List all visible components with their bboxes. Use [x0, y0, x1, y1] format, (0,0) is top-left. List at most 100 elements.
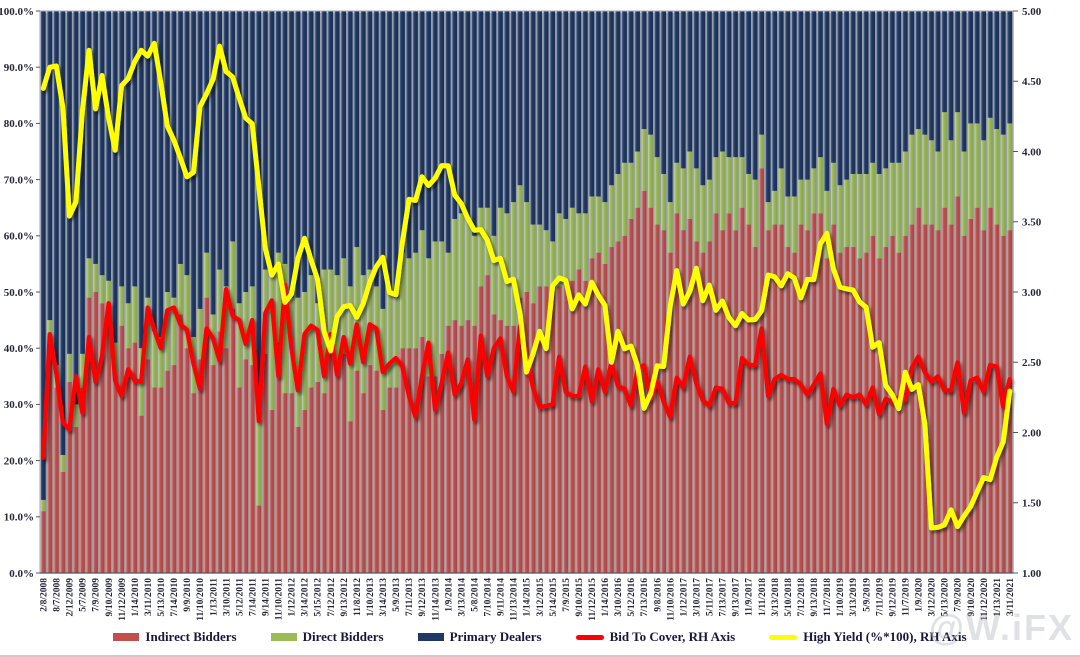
svg-text:11/10/2011: 11/10/2011 [275, 578, 285, 620]
svg-text:1/14/2015: 1/14/2015 [523, 578, 533, 617]
legend-label: High Yield (%*100), RH Axis [803, 629, 967, 644]
svg-text:80.0%: 80.0% [4, 118, 34, 130]
svg-text:11/13/2014: 11/13/2014 [510, 578, 520, 621]
svg-text:5/14/2015: 5/14/2015 [549, 578, 559, 617]
legend-label: Direct Bidders [302, 629, 384, 644]
svg-text:1.50: 1.50 [1022, 498, 1042, 510]
svg-text:5/12/2016: 5/12/2016 [627, 578, 637, 617]
svg-text:7/13/2017: 7/13/2017 [719, 578, 729, 617]
svg-text:1/9/2014: 1/9/2014 [444, 578, 454, 612]
svg-text:1/11/2018: 1/11/2018 [758, 578, 768, 616]
svg-text:11/7/2019: 11/7/2019 [901, 578, 911, 616]
svg-text:100.0%: 100.0% [0, 6, 34, 18]
svg-text:3/12/2015: 3/12/2015 [536, 578, 546, 617]
svg-text:7/12/2018: 7/12/2018 [797, 578, 807, 617]
svg-text:1/12/2012: 1/12/2012 [288, 578, 298, 617]
legend-label: Primary Dealers [449, 629, 542, 644]
legend-label: Indirect Bidders [145, 629, 237, 644]
svg-text:11/8/2012: 11/8/2012 [353, 578, 363, 616]
svg-text:30.0%: 30.0% [4, 399, 34, 411]
svg-text:9/14/2011: 9/14/2011 [261, 578, 271, 616]
legend-item-bid-to-cover-rh-axis: Bid To Cover, RH Axis [575, 629, 736, 645]
svg-text:9/8/2016: 9/8/2016 [653, 578, 663, 612]
svg-text:1/14/2016: 1/14/2016 [601, 578, 611, 617]
svg-text:1/13/2011: 1/13/2011 [209, 578, 219, 616]
svg-text:2.00: 2.00 [1022, 427, 1042, 439]
svg-text:7/11/2019: 7/11/2019 [875, 578, 885, 616]
chart-legend: Indirect Bidders Direct Bidders Primary De… [0, 629, 1080, 645]
svg-text:2/8/2008: 2/8/2008 [39, 578, 49, 612]
svg-text:1/9/2020: 1/9/2020 [915, 578, 925, 612]
legend-swatch [113, 633, 140, 641]
svg-text:0.0%: 0.0% [9, 568, 34, 580]
svg-text:3/13/2018: 3/13/2018 [771, 578, 781, 617]
svg-text:7/14/2011: 7/14/2011 [248, 578, 258, 616]
svg-text:4.00: 4.00 [1022, 146, 1042, 158]
svg-text:5/15/2012: 5/15/2012 [314, 578, 324, 617]
legend-swatch [575, 634, 604, 640]
svg-text:3/13/2019: 3/13/2019 [849, 578, 859, 617]
svg-text:3/13/2014: 3/13/2014 [457, 578, 467, 617]
svg-text:70.0%: 70.0% [4, 174, 34, 186]
svg-text:40.0%: 40.0% [4, 343, 34, 355]
svg-text:60.0%: 60.0% [4, 231, 34, 243]
svg-text:5/13/2020: 5/13/2020 [941, 578, 951, 617]
legend-item-primary-dealers: Primary Dealers [417, 629, 542, 645]
svg-text:11/7/2018: 11/7/2018 [823, 578, 833, 616]
svg-text:7/9/2020: 7/9/2020 [954, 578, 964, 612]
svg-text:3/10/2011: 3/10/2011 [222, 578, 232, 616]
legend-item-high-yield-100-rh-axis: High Yield (%*100), RH Axis [769, 629, 967, 645]
svg-text:5/13/2010: 5/13/2010 [157, 578, 167, 617]
svg-text:3.00: 3.00 [1022, 287, 1042, 299]
svg-text:4.50: 4.50 [1022, 76, 1042, 88]
svg-text:10.0%: 10.0% [4, 512, 34, 524]
svg-text:5/9/2019: 5/9/2019 [862, 578, 872, 612]
svg-text:7/13/2016: 7/13/2016 [640, 578, 650, 617]
svg-text:9/12/2019: 9/12/2019 [888, 578, 898, 617]
svg-text:11/14/2013: 11/14/2013 [431, 578, 441, 621]
legend-label: Bid To Cover, RH Axis [609, 629, 736, 644]
svg-text:7/11/2013: 7/11/2013 [405, 578, 415, 616]
svg-text:1/14/2010: 1/14/2010 [131, 578, 141, 617]
svg-text:1.00: 1.00 [1022, 568, 1042, 580]
svg-text:3/10/2017: 3/10/2017 [692, 578, 702, 617]
svg-text:3/10/2016: 3/10/2016 [614, 578, 624, 617]
svg-text:5.00: 5.00 [1022, 6, 1042, 18]
legend-swatch [417, 633, 444, 641]
svg-text:9/13/2017: 9/13/2017 [732, 578, 742, 617]
legend-item-direct-bidders: Direct Bidders [270, 629, 384, 645]
svg-text:9/12/2013: 9/12/2013 [418, 578, 428, 617]
legend-swatch [270, 633, 297, 641]
svg-text:7/12/2012: 7/12/2012 [327, 578, 337, 617]
legend-swatch [769, 634, 798, 640]
svg-text:7/9/2009: 7/9/2009 [92, 578, 102, 612]
svg-text:1/13/2021: 1/13/2021 [993, 578, 1003, 617]
svg-text:9/13/2012: 9/13/2012 [340, 578, 350, 617]
svg-text:3/14/2013: 3/14/2013 [379, 578, 389, 617]
svg-text:3.50: 3.50 [1022, 217, 1042, 229]
svg-text:3/14/2012: 3/14/2012 [301, 578, 311, 617]
svg-text:50.0%: 50.0% [4, 287, 34, 299]
svg-text:9/10/2020: 9/10/2020 [967, 578, 977, 617]
svg-text:5/10/2018: 5/10/2018 [784, 578, 794, 617]
svg-text:11/12/2009: 11/12/2009 [118, 578, 128, 621]
svg-text:5/8/2014: 5/8/2014 [470, 578, 480, 612]
svg-text:9/9/2010: 9/9/2010 [183, 578, 193, 612]
svg-text:5/12/2011: 5/12/2011 [235, 578, 245, 616]
svg-text:5/11/2017: 5/11/2017 [706, 578, 716, 616]
svg-text:11/10/2016: 11/10/2016 [666, 578, 676, 621]
svg-text:20.0%: 20.0% [4, 455, 34, 467]
svg-text:5/7/2009: 5/7/2009 [79, 578, 89, 612]
svg-text:2/12/2009: 2/12/2009 [66, 578, 76, 617]
svg-text:2.50: 2.50 [1022, 357, 1042, 369]
legend-item-indirect-bidders: Indirect Bidders [113, 629, 237, 645]
svg-text:8/7/2008: 8/7/2008 [53, 578, 63, 612]
svg-text:7/9/2015: 7/9/2015 [562, 578, 572, 612]
svg-text:9/10/2009: 9/10/2009 [105, 578, 115, 617]
svg-text:1/12/2017: 1/12/2017 [679, 578, 689, 617]
svg-text:90.0%: 90.0% [4, 62, 34, 74]
svg-text:7/14/2010: 7/14/2010 [170, 578, 180, 617]
svg-text:7/10/2014: 7/10/2014 [484, 578, 494, 617]
